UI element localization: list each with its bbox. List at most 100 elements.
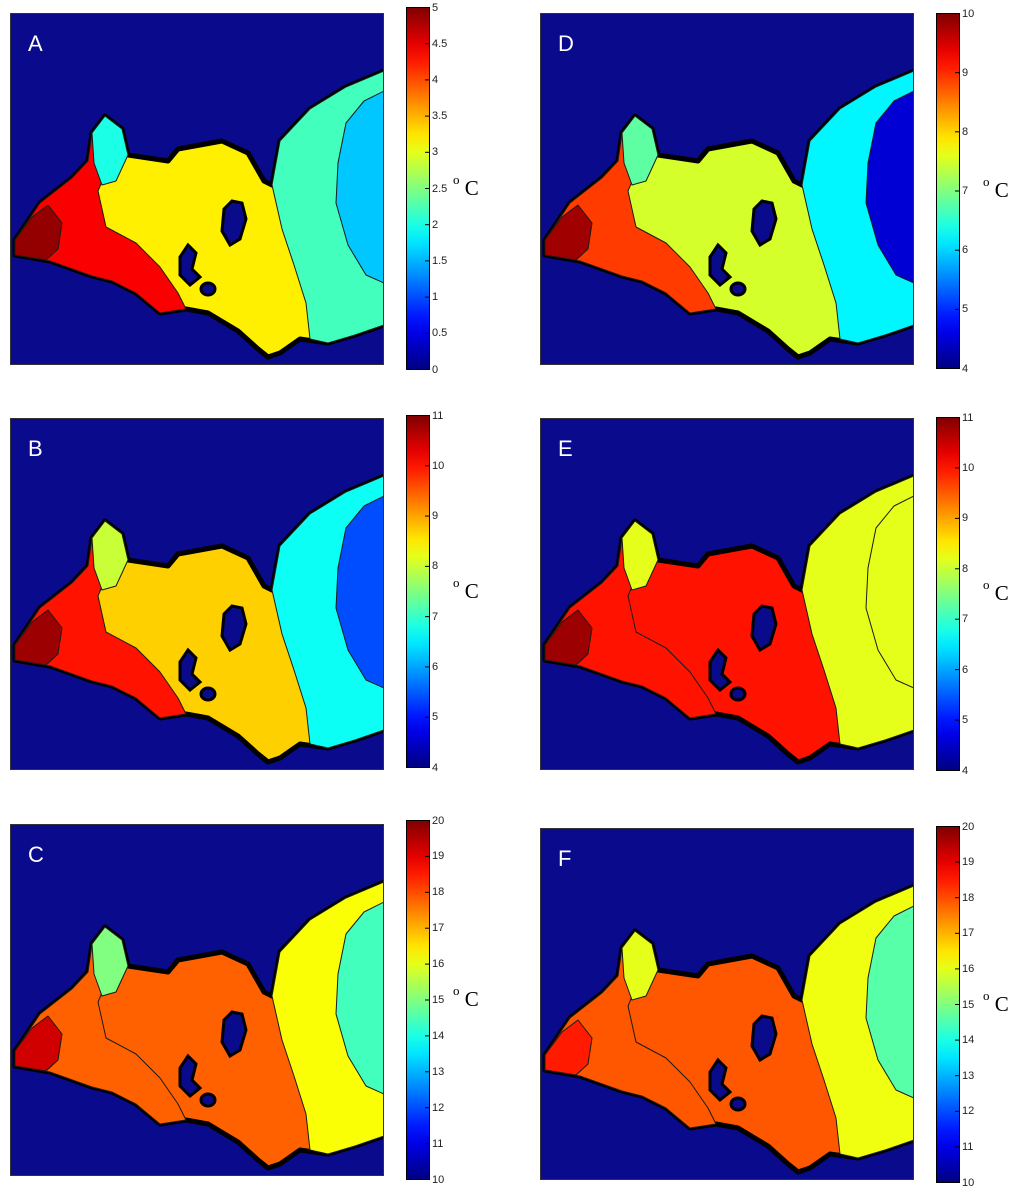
degree-sup: o <box>983 577 990 592</box>
panel-label: F <box>558 846 572 871</box>
colorbar-tick-label: 10 <box>432 459 445 472</box>
island-1 <box>750 1014 778 1063</box>
colorbar-tick-label: 18 <box>432 886 445 899</box>
map-svg <box>540 13 914 365</box>
map-svg <box>540 418 914 770</box>
colorbar-tick-label: 17 <box>432 922 445 935</box>
island-2 <box>178 647 203 693</box>
colorbar-tick-label: 0 <box>432 363 439 376</box>
unit-label: o C <box>983 577 1009 606</box>
region-east-pocket <box>335 495 384 689</box>
region-north-peninsula <box>91 115 129 186</box>
region-west-coast <box>544 115 717 314</box>
island-2 <box>708 647 733 693</box>
colorbar-tick-label: 4 <box>432 73 439 86</box>
colorbar-tick-label: 16 <box>432 958 445 971</box>
colorbar-tick-label: 13 <box>432 1065 445 1078</box>
colorbar-tick-label: 20 <box>432 814 445 827</box>
colorbar-tick-label: 6 <box>962 244 969 257</box>
colorbar-tick-label: 11 <box>962 411 974 424</box>
colorbar-a <box>406 7 430 370</box>
colorbar-tick-label: 4 <box>962 764 969 777</box>
region-west-coast <box>14 520 187 719</box>
unit-text: C <box>459 987 479 1011</box>
colorbar-tick-label: 14 <box>432 1029 445 1042</box>
region-far-west-tip <box>14 204 63 261</box>
region-far-west-tip <box>544 1019 593 1076</box>
colorbar-tick-label: 11 <box>962 1140 974 1153</box>
region-north-peninsula <box>91 520 129 591</box>
region-far-west-tip <box>544 609 593 666</box>
island-1 <box>220 199 248 248</box>
colorbar-tick-label: 4 <box>432 761 439 774</box>
colorbar-tick-label: 15 <box>432 994 445 1006</box>
colorbar-tick-label: 13 <box>962 1069 975 1082</box>
region-north-peninsula <box>621 520 659 591</box>
colorbar-tick-label: 14 <box>962 1034 975 1047</box>
island-1 <box>220 1010 248 1059</box>
colorbar-tick-label: 8 <box>432 560 439 573</box>
colorbar-tick-label: 10 <box>962 1176 975 1189</box>
map-frame <box>540 828 914 1180</box>
region-west-coast <box>544 930 717 1129</box>
colorbar-gradient <box>406 415 430 768</box>
colorbar-tick-label: 8 <box>962 125 969 138</box>
degree-sup: o <box>453 983 460 998</box>
map-svg <box>540 828 914 1180</box>
region-east-pocket <box>865 905 914 1099</box>
region-east-pocket <box>335 90 384 284</box>
region-west-coast <box>14 115 187 314</box>
map-panel-c <box>10 824 384 1176</box>
unit-text: C <box>989 178 1009 202</box>
colorbar-tick-label: 18 <box>962 891 975 904</box>
island-1 <box>220 604 248 653</box>
colorbar-tick-label: 10 <box>962 461 975 474</box>
island-2 <box>708 242 733 288</box>
island-3 <box>729 686 747 702</box>
colorbar-tick-label: 6 <box>962 663 969 676</box>
map-svg <box>10 824 384 1176</box>
colorbar-tick-label: 6 <box>432 660 439 673</box>
map-panel-f <box>540 828 914 1180</box>
region-west-coast <box>14 926 187 1125</box>
region-north-peninsula <box>621 115 659 186</box>
region-east-pocket <box>865 90 914 284</box>
colorbar-b <box>406 415 430 768</box>
unit-label: o C <box>453 172 479 201</box>
region-east-pocket <box>865 495 914 689</box>
region-east-pocket <box>335 901 384 1095</box>
colorbar-c <box>406 820 430 1180</box>
panel-label: A <box>28 31 43 56</box>
island-2 <box>708 1057 733 1103</box>
island-2 <box>178 242 203 288</box>
map-svg <box>10 418 384 770</box>
colorbar-tick-label: 3 <box>432 146 439 159</box>
colorbar-tick-label: 5 <box>962 303 969 316</box>
unit-label: o C <box>983 988 1009 1017</box>
region-far-west-tip <box>14 609 63 666</box>
region-far-west-tip <box>14 1015 63 1072</box>
unit-label: o C <box>453 574 479 604</box>
degree-sup: o <box>453 574 460 590</box>
colorbar-tick-label: 15 <box>962 998 975 1011</box>
colorbar-tick-label: 5 <box>432 1 439 14</box>
map-frame <box>10 824 384 1176</box>
colorbar-tick-label: 17 <box>962 927 975 940</box>
unit-text: C <box>989 581 1009 605</box>
map-frame <box>10 418 384 770</box>
panel-label: D <box>558 31 574 56</box>
colorbar-tick-label: 19 <box>962 856 975 869</box>
island-3 <box>199 281 217 297</box>
colorbar-f <box>936 826 960 1183</box>
colorbar-tick-label: 4.5 <box>432 37 448 50</box>
colorbar-gradient <box>936 417 960 771</box>
panel-label: C <box>28 842 44 867</box>
island-1 <box>750 199 778 248</box>
unit-text: C <box>459 578 479 603</box>
panel-label: E <box>558 436 573 461</box>
unit-text: C <box>989 991 1009 1016</box>
colorbar-tick-label: 5 <box>962 714 969 727</box>
panel-label: B <box>28 436 43 461</box>
colorbar-tick-label: 16 <box>962 962 975 975</box>
colorbar-tick-label: 9 <box>962 66 969 79</box>
